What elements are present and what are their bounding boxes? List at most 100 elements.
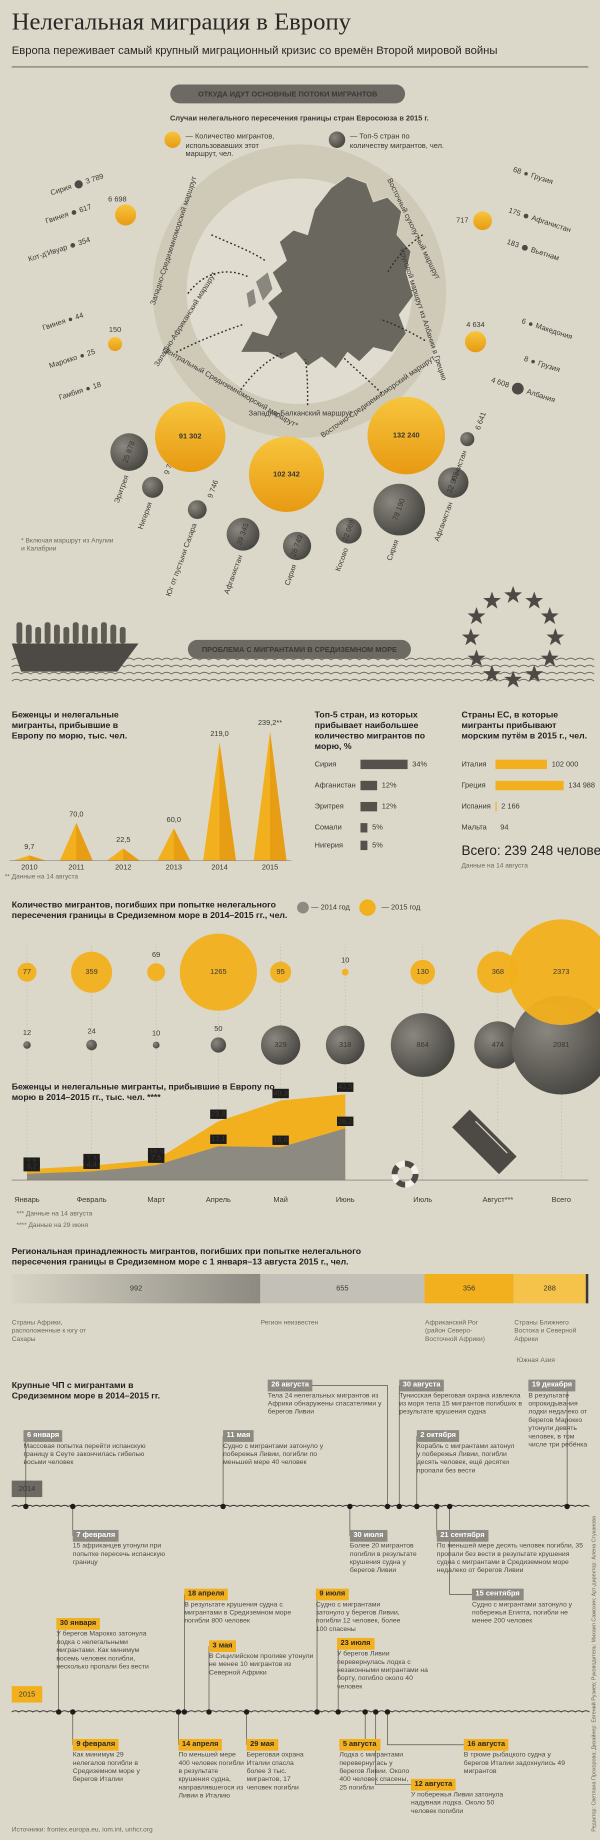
eu-star <box>504 585 523 603</box>
sinking-boat <box>452 1109 517 1175</box>
route-arrow <box>304 359 309 406</box>
label-box <box>272 1088 289 1099</box>
value-label: 26,2 <box>338 1116 352 1125</box>
category-label: Африканский Рог (район Северо-Восточной … <box>425 1319 485 1343</box>
wave <box>11 678 595 682</box>
value-label: 329 <box>274 1040 286 1049</box>
event-date: 30 августа <box>399 1379 445 1392</box>
value-label: 95 <box>277 967 285 976</box>
country-name: Гамбия <box>58 385 85 401</box>
boat-person <box>119 627 126 644</box>
value-label: 40,3 <box>273 1088 287 1097</box>
event-date: 7 февраля <box>72 1529 119 1542</box>
country-value: 3 789 <box>84 171 104 185</box>
boat-person <box>82 624 89 644</box>
event-date: 9 июля <box>315 1588 349 1601</box>
country-name: Юг от пустыни Сахара <box>164 521 199 597</box>
country-name: Марокко <box>48 353 79 371</box>
boat-person <box>16 622 23 644</box>
value-label: 134 988 <box>568 780 595 789</box>
route-arrow <box>380 318 426 342</box>
event-dot <box>564 1503 570 1510</box>
event-text: 15 африканцев утонули при попытке пересе… <box>72 1542 166 1567</box>
bar <box>360 801 378 812</box>
route-total: 91 302 <box>179 432 202 441</box>
bubble <box>152 1041 160 1049</box>
value-label: 24 <box>87 1026 95 1035</box>
country-bubble <box>528 322 533 326</box>
bubble <box>390 1013 455 1077</box>
event-text: Более 20 мигрантов погибли в результате … <box>349 1542 417 1575</box>
boat-person <box>91 627 98 644</box>
value-label: 9,7 <box>24 842 34 851</box>
legend-swatch <box>328 131 346 148</box>
value-label: 356 <box>463 1284 475 1293</box>
value-label: 12% <box>382 802 397 811</box>
event-dot <box>396 1503 402 1510</box>
bubble <box>474 1021 522 1069</box>
x-tick-label: Апрель <box>206 1195 231 1204</box>
x-tick-label: Июль <box>413 1195 432 1204</box>
bar <box>495 780 564 791</box>
event-dot <box>181 1709 188 1715</box>
lifebuoy <box>391 1160 419 1188</box>
boat-person <box>63 627 70 644</box>
country-bubble <box>187 500 207 519</box>
eu-star <box>483 591 501 609</box>
country-bubble <box>460 432 475 447</box>
event-date: 29 мая <box>246 1738 278 1751</box>
route-arrow <box>240 351 285 391</box>
value-label: 4,4 <box>86 1159 96 1168</box>
bar-segment <box>260 1273 425 1304</box>
bar-shade <box>270 731 287 861</box>
value-label: 34% <box>412 759 427 768</box>
event-date: 21 сентября <box>436 1529 489 1542</box>
legend-swatch <box>359 899 376 916</box>
route-arrow <box>187 271 250 294</box>
country-name: Албания <box>526 387 557 405</box>
country-name: Грузия <box>537 358 561 374</box>
event-date: 9 февраля <box>72 1738 119 1751</box>
event-text: У побережья Ливии затонула надувная лодк… <box>410 1791 504 1816</box>
route-total: 150 <box>109 325 121 334</box>
label-box <box>23 1161 40 1172</box>
value-label: 2 166 <box>501 802 519 811</box>
y-tick-label: Италия <box>461 759 486 768</box>
event-date: 26 августа <box>267 1379 313 1392</box>
event-date: 5 августа <box>339 1738 381 1751</box>
eu-star <box>546 628 565 646</box>
country-bubble <box>142 476 164 498</box>
event-text: Как минимум 29 нелегалов погибли в Среди… <box>72 1751 140 1784</box>
event-date: 30 июля <box>349 1529 387 1542</box>
bar <box>495 801 497 812</box>
country-value: 183 <box>506 237 520 249</box>
event-dot <box>23 1503 29 1510</box>
route-total: 717 <box>456 216 468 225</box>
country-bubble <box>70 243 76 248</box>
x-tick-label: Май <box>273 1195 287 1204</box>
bar <box>360 840 368 851</box>
value-label: 60,0 <box>167 815 181 824</box>
category-label: Страны Ближнего Востока и Северной Африк… <box>514 1319 577 1343</box>
route-name: Западно-Балканский маршрут <box>249 408 353 417</box>
route-total: 132 240 <box>393 431 420 440</box>
event-text: По меньшей мере десять человек погибли, … <box>436 1542 584 1575</box>
bubble <box>147 963 166 982</box>
bar-shade <box>219 742 237 861</box>
boat-person <box>35 627 42 644</box>
eu-star <box>540 607 559 625</box>
bar-segment <box>513 1273 586 1304</box>
banner <box>170 84 406 104</box>
legend-swatch <box>164 131 181 148</box>
event-text: В результате крушения судна с мигрантами… <box>184 1601 292 1626</box>
bubble <box>17 962 37 982</box>
eu-star <box>525 591 544 609</box>
event-text: По меньшей мере 400 человек погибли в ре… <box>178 1751 244 1801</box>
europe-map <box>246 272 273 308</box>
bar-shade <box>76 822 93 861</box>
route-arrow <box>342 356 383 394</box>
event-date: 23 июля <box>336 1637 375 1650</box>
x-tick-label: 2012 <box>115 863 131 872</box>
event-dot <box>414 1503 420 1510</box>
